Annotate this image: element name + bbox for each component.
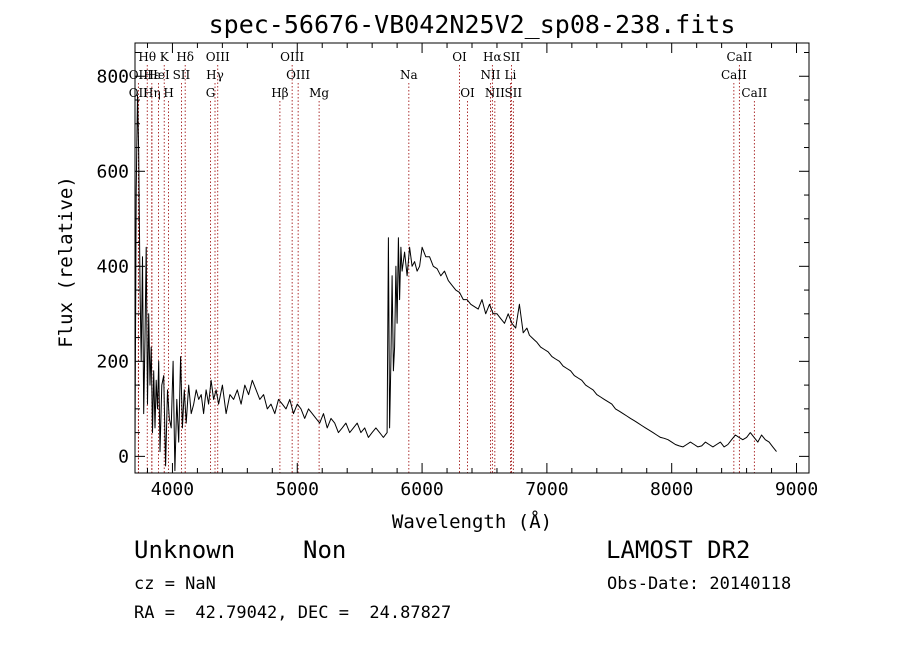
- object-subclass: Non: [303, 536, 347, 564]
- marker-label-13: OIII: [280, 50, 304, 64]
- x-tick-label-0: 4000: [151, 479, 194, 500]
- marker-label-17: Na: [400, 68, 418, 82]
- marker-label-19: OI: [460, 86, 475, 100]
- redshift-cz: cz = NaN: [134, 574, 216, 594]
- marker-label-23: Li: [505, 68, 517, 82]
- ra-dec-coordinates: RA = 42.79042, DEC = 24.87827: [134, 603, 452, 623]
- marker-label-27: CaII: [721, 68, 747, 82]
- y-axis-label: Flux (relative): [55, 176, 77, 348]
- marker-label-12: G: [206, 86, 216, 100]
- marker-label-15: Hβ: [271, 86, 288, 100]
- marker-label-18: OI: [452, 50, 467, 64]
- marker-label-2: OII: [129, 86, 149, 100]
- marker-label-24: NII: [485, 86, 505, 100]
- y-tick-label-2: 400: [96, 256, 129, 277]
- x-axis-label: Wavelength (Å): [392, 510, 552, 533]
- marker-label-9: Hδ: [176, 50, 194, 64]
- y-tick-label-0: 0: [118, 446, 129, 467]
- marker-label-8: H: [163, 86, 173, 100]
- marker-label-20: Hα: [483, 50, 502, 64]
- x-tick-label-2: 6000: [400, 479, 443, 500]
- spectrum-line-group: [134, 94, 777, 472]
- marker-label-5: K: [160, 50, 170, 64]
- survey-name: LAMOST DR2: [606, 536, 751, 564]
- y-tick-label-4: 800: [96, 66, 129, 87]
- observation-date: Obs-Date: 20140118: [607, 574, 792, 594]
- x-tick-label-3: 7000: [525, 479, 568, 500]
- object-class: Unknown: [134, 536, 236, 564]
- marker-label-21: SII: [503, 50, 521, 64]
- chart-title: spec-56676-VB042N25V2_sp08-238.fits: [209, 10, 736, 39]
- marker-label-1: OII: [129, 68, 149, 82]
- marker-label-0: Hθ: [138, 50, 156, 64]
- marker-label-22: NII: [480, 68, 500, 82]
- marker-label-4: Hη: [143, 86, 161, 100]
- marker-label-3: Hε: [144, 68, 161, 82]
- marker-label-16: Mg: [309, 86, 329, 100]
- x-tick-label-1: 5000: [276, 479, 319, 500]
- x-axis-ticks: 4000 5000 6000 7000 8000 9000: [146, 43, 818, 500]
- marker-label-14: OIII: [286, 68, 310, 82]
- y-axis-ticks: 0 200 400 600 800: [96, 52, 809, 467]
- marker-label-6: HeI: [147, 68, 170, 82]
- x-tick-label-5: 9000: [775, 479, 818, 500]
- spectrum-line: [134, 94, 777, 472]
- y-tick-label-3: 600: [96, 161, 129, 182]
- x-tick-label-4: 8000: [650, 479, 693, 500]
- marker-label-7: SII: [173, 68, 191, 82]
- y-tick-label-1: 200: [96, 351, 129, 372]
- marker-label-28: CaII: [741, 86, 767, 100]
- marker-label-25: SII: [504, 86, 522, 100]
- marker-label-11: Hγ: [206, 68, 224, 82]
- marker-label-10: OIII: [206, 50, 230, 64]
- plot-frame: [134, 42, 810, 474]
- marker-label-26: CaII: [726, 50, 752, 64]
